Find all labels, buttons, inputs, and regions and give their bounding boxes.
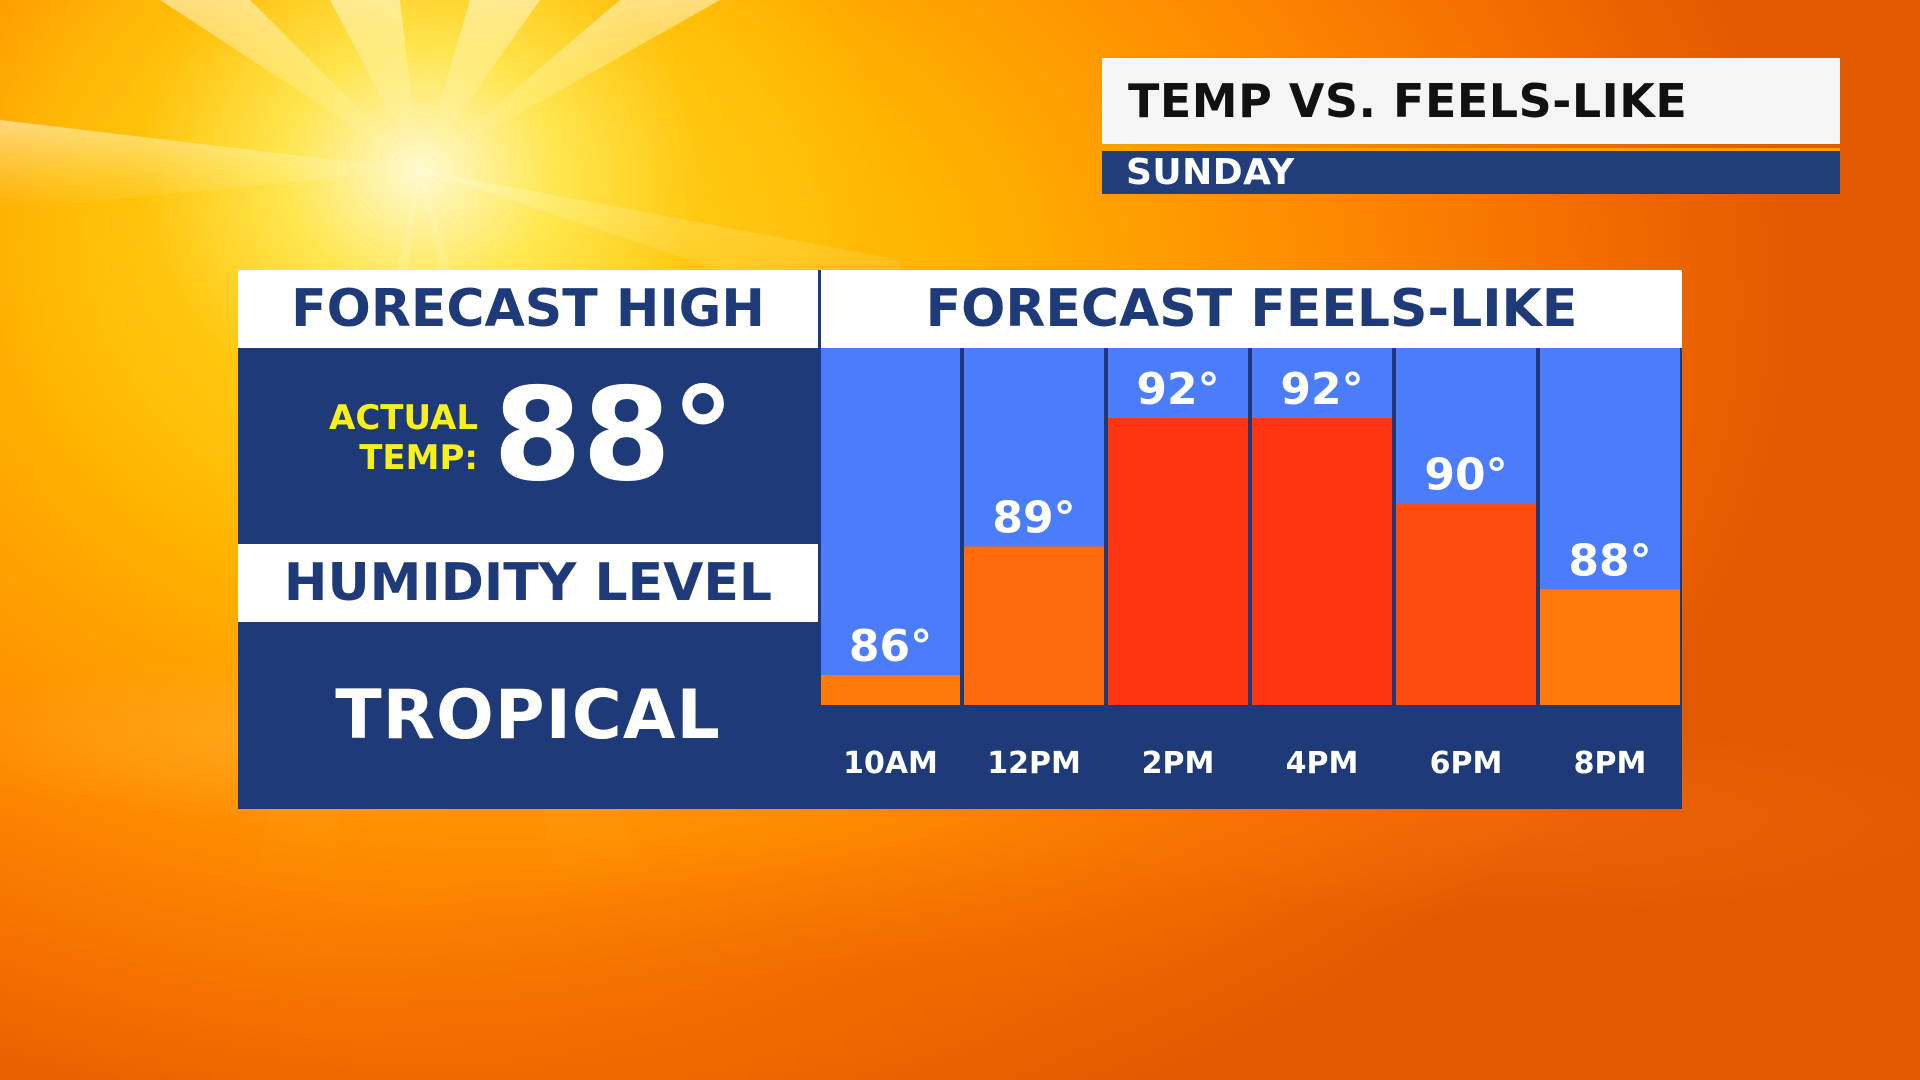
tick-label: 12PM <box>987 746 1081 781</box>
tick-label: 8PM <box>1574 746 1647 781</box>
bar-value-label: 92° <box>1136 364 1219 415</box>
actual-temp-label-line1: ACTUAL <box>329 398 478 438</box>
actual-temp-label-line2: TEMP: <box>359 438 478 478</box>
tick-cell <box>964 705 1104 804</box>
humidity-header: HUMIDITY LEVEL <box>238 544 818 622</box>
day-label: SUNDAY <box>1126 152 1295 193</box>
tick-cell <box>1252 705 1392 804</box>
bar-value-label: 88° <box>1568 535 1651 586</box>
actual-temp-label: ACTUAL TEMP: <box>328 398 478 478</box>
title-banner: TEMP VS. FEELS-LIKE <box>1102 58 1840 144</box>
chart-frame <box>818 348 1682 809</box>
bar-4pm <box>1252 418 1392 705</box>
tick-cell <box>1396 705 1536 804</box>
feels-like-chart: 86° 10AM 89° 12PM 92° 2PM 92° 4PM 90° 6PM 88° 8PM <box>818 348 1682 809</box>
humidity-value: TROPICAL <box>335 676 721 755</box>
bar-8pm <box>1540 589 1680 705</box>
actual-temp-value: 88° <box>493 361 736 510</box>
actual-temp-box: ACTUAL TEMP: 88° <box>238 348 818 544</box>
subtitle-banner: SUNDAY <box>1102 148 1840 194</box>
forecast-high-title: FORECAST HIGH <box>291 279 765 339</box>
page-title: TEMP VS. FEELS-LIKE <box>1128 74 1688 128</box>
bar-value-label: 90° <box>1424 450 1507 501</box>
tick-cell <box>1108 705 1248 804</box>
chart-title: FORECAST FEELS-LIKE <box>925 279 1578 339</box>
bar-value-label: 92° <box>1280 364 1363 415</box>
bar-2pm <box>1108 418 1248 705</box>
bar-12pm <box>964 546 1104 705</box>
tick-cell <box>1540 705 1680 804</box>
forecast-high-panel: FORECAST HIGH ACTUAL TEMP: 88° HUMIDITY … <box>238 270 818 809</box>
bar-10am <box>821 675 960 705</box>
feels-like-header: FORECAST FEELS-LIKE <box>818 270 1682 348</box>
tick-label: 2PM <box>1142 746 1215 781</box>
tick-label: 4PM <box>1286 746 1359 781</box>
feels-like-panel: FORECAST FEELS-LIKE 86° 10AM 89° 12PM 92° 2PM… <box>818 270 1682 809</box>
tick-cell <box>821 705 960 804</box>
humidity-box: TROPICAL <box>238 622 818 809</box>
tick-label: 10AM <box>843 746 938 781</box>
bar-value-label: 89° <box>992 493 1075 544</box>
tick-label: 6PM <box>1430 746 1503 781</box>
humidity-title: HUMIDITY LEVEL <box>283 553 773 613</box>
bar-6pm <box>1396 503 1536 705</box>
forecast-high-header: FORECAST HIGH <box>238 270 818 348</box>
bar-value-label: 86° <box>849 621 932 672</box>
column-background <box>821 348 960 705</box>
